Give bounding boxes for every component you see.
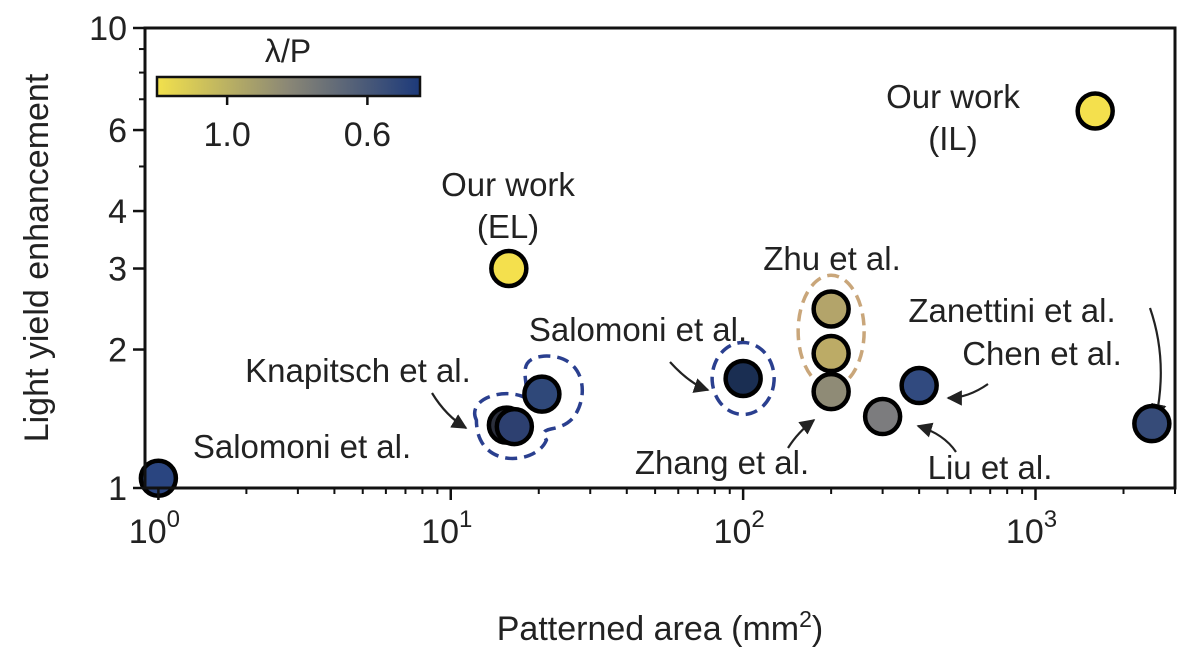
group-outlines <box>472 273 866 461</box>
group-outline-knapitsch <box>472 354 585 461</box>
y-tick-label-1: 2 <box>108 332 127 370</box>
annotations: Salomoni et al. Knapitsch et al. Our work(… <box>193 78 1122 486</box>
arrow-chen <box>946 383 989 406</box>
annotation-knapitsch: Knapitsch et al. <box>245 352 471 389</box>
y-tick-label-5: 10 <box>89 10 127 48</box>
colorbar-gradient <box>155 75 422 98</box>
plot-frame <box>143 26 1177 490</box>
colorbar-tick-label-0: 1.0 <box>204 116 251 154</box>
data-point-12 <box>1075 91 1115 131</box>
data-points <box>138 91 1172 499</box>
group-outline-zhu <box>796 273 866 390</box>
x-tick-label-3: 103 <box>1006 506 1057 551</box>
group-outline-salomoni <box>710 340 776 417</box>
data-point-10 <box>899 365 939 406</box>
annotation-zhu: Zhu et al. <box>763 240 901 277</box>
data-point-8 <box>811 371 851 412</box>
data-point-3 <box>522 374 562 414</box>
annotation-salomoni-2: Salomoni et al. <box>529 311 747 348</box>
colorbar-title: λ/P <box>265 33 311 69</box>
data-point-6 <box>811 289 851 329</box>
y-axis-title: Light yield enhancement <box>18 73 56 442</box>
data-point-2 <box>494 406 535 447</box>
annotation-zanettini: Zanettini et al. <box>908 292 1115 329</box>
arrow-salomoni-2 <box>669 361 710 393</box>
annotation-chen: Chen et al. <box>962 335 1122 372</box>
arrow-liu <box>916 422 957 453</box>
y-tick-label-2: 3 <box>108 251 127 289</box>
data-point-5 <box>723 358 763 399</box>
data-point-9 <box>862 396 903 437</box>
colorbar-ticks: 1.0 0.6 <box>204 96 391 154</box>
x-tick-label-1: 101 <box>421 506 472 551</box>
colorbar: λ/P 1.0 0.6 <box>155 33 422 154</box>
arrow-zhang <box>787 419 816 449</box>
axis-ticks: 100 101 102 103 1 2 3 4 6 10 <box>89 10 1176 551</box>
x-tick-label-0: 100 <box>129 506 180 551</box>
annotation-zhang: Zhang et al. <box>635 444 809 481</box>
annotation-salomoni-1: Salomoni et al. <box>193 428 411 465</box>
arrow-knapitsch <box>431 392 468 429</box>
y-tick-label-3: 4 <box>108 193 127 231</box>
colorbar-tick-label-1: 0.6 <box>344 116 391 154</box>
x-axis-title: Patterned area (mm2) <box>497 606 823 648</box>
y-tick-label-4: 6 <box>108 112 127 150</box>
data-point-4 <box>489 248 529 289</box>
data-point-11 <box>1132 403 1172 444</box>
y-tick-label-0: 1 <box>108 470 127 508</box>
annotation-liu: Liu et al. <box>928 449 1053 486</box>
x-tick-label-2: 102 <box>714 506 765 551</box>
arrow-zanettini <box>1148 307 1167 420</box>
annotation-our-el: Our work (EL) <box>441 166 575 245</box>
data-point-7 <box>811 333 851 374</box>
annotation-our-il: Our work (IL) <box>886 78 1020 157</box>
